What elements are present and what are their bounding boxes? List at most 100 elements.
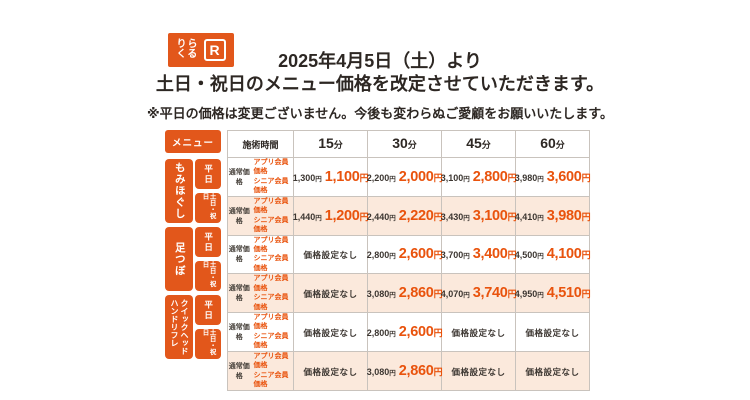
price-cell-15min: 価格設定なし	[293, 234, 368, 275]
row-momihogushi-weekend: 通常価格 アプリ会員価格 シニア会員価格 1,440円 1,200円 2,440…	[227, 195, 591, 236]
day-label-weekend-momihogushi: 土日・祝日	[195, 193, 221, 223]
price-cell-60min: 4,950円 4,510円	[515, 273, 591, 313]
member-price: 3,740円	[472, 285, 517, 302]
table-header-row: 施術時間 15分 30分 45分 60分	[227, 130, 590, 158]
member-price: 2,860円	[398, 362, 443, 379]
row-momihogushi-weekday: 通常価格 アプリ会員価格 シニア会員価格 1,300円 1,100円 2,200…	[227, 157, 591, 197]
no-price-label: 価格設定なし	[303, 250, 358, 261]
price-cell-60min: 4,410円 3,980円	[514, 195, 591, 236]
price-cell-30min: 3,080円 2,860円	[366, 350, 443, 391]
time-header-cell: 施術時間	[227, 130, 294, 158]
price-cell-60min: 4,500円 4,100円	[514, 234, 591, 275]
price-cell-60min: 3,980円 3,600円	[514, 157, 591, 197]
member-price-labels: アプリ会員価格 シニア会員価格	[253, 236, 289, 272]
normal-price-label: 通常価格	[228, 246, 250, 264]
normal-price: 4,500円	[514, 250, 544, 261]
price-table-layout: メニュー もみほぐし 平日 土日・祝日 足つぼ 平日 土日・祝日 ハンドリフレ …	[165, 130, 591, 391]
price-cell-45min: 4,070円 3,740円	[440, 273, 517, 313]
normal-price: 3,700円	[440, 250, 470, 261]
normal-price: 3,100円	[440, 172, 470, 183]
price-type-labels: 通常価格 アプリ会員価格 シニア会員価格	[227, 195, 294, 236]
price-type-labels: 通常価格 アプリ会員価格 シニア会員価格	[227, 234, 294, 275]
price-cell-30min: 2,440円 2,220円	[366, 195, 443, 236]
member-price-labels: アプリ会員価格 シニア会員価格	[253, 275, 289, 311]
column-header-60min: 60分	[515, 130, 590, 158]
member-price: 2,220円	[398, 207, 443, 224]
row-handrefle-weekday: 通常価格 アプリ会員価格 シニア会員価格 価格設定なし 2,800円 2,600…	[227, 312, 590, 352]
normal-price: 3,980円	[514, 172, 544, 183]
normal-price: 4,410円	[514, 211, 544, 222]
price-type-labels: 通常価格 アプリ会員価格 シニア会員価格	[227, 157, 294, 197]
column-header-30min: 30分	[367, 130, 442, 158]
normal-price: 2,200円	[366, 172, 396, 183]
no-price-label: 価格設定なし	[525, 327, 580, 338]
price-cell-15min: 価格設定なし	[293, 312, 368, 352]
member-price: 3,600円	[546, 168, 591, 185]
price-type-labels: 通常価格 アプリ会員価格 シニア会員価格	[227, 350, 294, 391]
normal-price: 1,300円	[292, 172, 322, 183]
member-price-labels: アプリ会員価格 シニア会員価格	[253, 159, 289, 195]
normal-price: 1,440円	[292, 211, 322, 222]
note-line: ※平日の価格は変更ございません。今後も変わらぬご愛顧をお願いいたします。	[147, 106, 613, 121]
price-cell-45min: 3,430円 3,100円	[440, 195, 517, 236]
title-line1: 2025年4月5日（土）より	[278, 51, 482, 71]
price-cell-45min: 価格設定なし	[441, 350, 516, 391]
no-price-label: 価格設定なし	[303, 327, 358, 338]
logo-brand-kana: りら くる	[176, 38, 199, 61]
price-cell-15min: 価格設定なし	[293, 350, 368, 391]
price-cell-30min: 2,800円 2,600円	[367, 234, 443, 275]
no-price-label: 価格設定なし	[303, 366, 358, 377]
member-price: 1,200円	[324, 207, 369, 224]
price-cell-15min: 価格設定なし	[293, 273, 368, 313]
price-cell-30min: 2,800円 2,600円	[366, 312, 443, 352]
price-cell-45min: 3,100円 2,800円	[440, 157, 517, 197]
normal-price: 3,080円	[366, 366, 396, 377]
normal-price: 3,080円	[366, 289, 396, 300]
member-price: 2,800円	[472, 168, 517, 185]
day-label-weekend-handrefle: 土日・祝日	[195, 329, 221, 359]
normal-price-label: 通常価格	[228, 362, 250, 380]
price-cell-45min: 価格設定なし	[441, 312, 516, 352]
column-header-45min: 45分	[441, 130, 516, 158]
member-price: 4,100円	[546, 246, 591, 263]
member-price: 2,000円	[398, 168, 443, 185]
row-ashitsubo-weekend: 通常価格 アプリ会員価格 シニア会員価格 価格設定なし 3,080円 2,860…	[227, 273, 591, 313]
member-price: 3,980円	[546, 207, 591, 224]
normal-price: 4,070円	[440, 289, 470, 300]
member-price: 2,600円	[398, 246, 443, 263]
price-cell-45min: 3,700円 3,400円	[440, 234, 517, 275]
row-ashitsubo-weekday: 通常価格 アプリ会員価格 シニア会員価格 価格設定なし 2,800円 2,600…	[227, 234, 591, 275]
service-label-handrefle-quickhead: ハンドリフレ クイックヘッド	[165, 295, 193, 359]
title-line2: 土日・祝日のメニュー価格を改定させていただきます。	[155, 73, 605, 94]
member-price: 2,600円	[398, 323, 443, 340]
price-type-labels: 通常価格 アプリ会員価格 シニア会員価格	[227, 312, 294, 352]
price-cell-60min: 価格設定なし	[515, 312, 590, 352]
price-cell-15min: 1,300円 1,100円	[292, 157, 369, 197]
logo-r-mark-icon: R	[203, 39, 226, 61]
member-price: 1,100円	[324, 168, 369, 185]
price-cell-30min: 3,080円 2,860円	[366, 273, 443, 313]
row-handrefle-weekend: 通常価格 アプリ会員価格 シニア会員価格 価格設定なし 3,080円 2,860…	[227, 350, 590, 391]
member-price-labels: アプリ会員価格 シニア会員価格	[253, 197, 289, 234]
no-price-label: 価格設定なし	[303, 289, 358, 300]
no-price-label: 価格設定なし	[451, 327, 506, 338]
day-label-weekday-ashitsubo: 平日	[195, 227, 221, 257]
member-price: 2,860円	[398, 285, 443, 302]
day-label-weekday-handrefle: 平日	[195, 295, 221, 325]
service-label-momihogushi: もみほぐし	[165, 159, 193, 223]
normal-price-label: 通常価格	[228, 285, 250, 303]
normal-price: 2,440円	[366, 211, 396, 222]
normal-price-label: 通常価格	[228, 168, 250, 186]
normal-price-label: 通常価格	[228, 207, 250, 225]
member-price: 3,100円	[472, 207, 517, 224]
normal-price: 3,430円	[440, 211, 470, 222]
normal-price: 2,800円	[366, 327, 396, 338]
logo-brand-line1: りら	[176, 38, 199, 50]
day-label-weekend-ashitsubo: 土日・祝日	[195, 261, 221, 291]
logo-brand-line2: くる	[176, 49, 199, 60]
day-label-weekday-momihogushi: 平日	[195, 159, 221, 189]
price-cell-60min: 価格設定なし	[515, 350, 590, 391]
no-price-label: 価格設定なし	[451, 366, 506, 377]
member-price-labels: アプリ会員価格 シニア会員価格	[253, 352, 289, 389]
price-table: 施術時間 15分 30分 45分 60分 通常価格 アプリ会員価格	[227, 130, 591, 391]
